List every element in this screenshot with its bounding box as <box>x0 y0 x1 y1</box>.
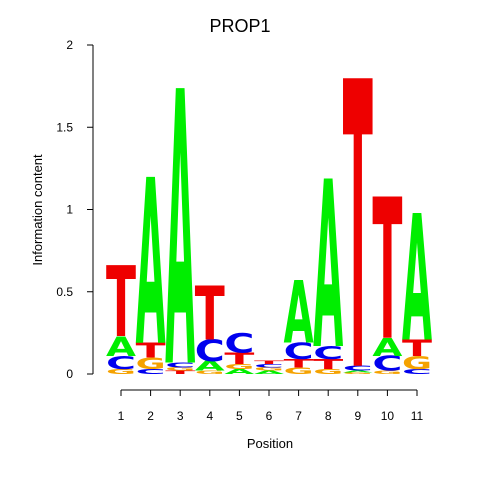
logo-letter-t: T <box>136 339 167 363</box>
logo-letter-c: C <box>136 368 166 376</box>
logo-letter-g: G <box>254 367 284 372</box>
logo-letter-c: C <box>165 361 195 369</box>
x-tick-label: 1 <box>118 409 125 423</box>
x-tick-label: 4 <box>206 409 213 423</box>
logo-letter-t: T <box>372 160 402 385</box>
logo-letter-a: A <box>313 133 343 401</box>
logo-letter-g: G <box>224 363 254 371</box>
y-axis: 0 0.5 1 1.5 2 <box>56 38 94 381</box>
logo-letter-c: C <box>254 363 284 368</box>
logo-letter-g: G <box>372 370 402 375</box>
logo-letter-g: G <box>136 354 166 372</box>
logo-letter-a: A <box>254 370 285 375</box>
y-tick-label: 2 <box>66 38 73 52</box>
logo-letter-c: C <box>224 328 254 359</box>
logo-letter-c: C <box>195 334 225 368</box>
x-tick-label: 7 <box>295 409 302 423</box>
logo-letter-g: G <box>195 370 225 375</box>
logo-letter-t: T <box>402 336 432 362</box>
logo-letter-a: A <box>224 368 255 376</box>
logo-letter-t: T <box>165 370 196 375</box>
logo-letter-a: A <box>136 131 166 397</box>
logo-letter-g: G <box>343 372 373 375</box>
logo-letter-c: C <box>284 338 314 365</box>
logo-letter-g: G <box>165 367 195 372</box>
x-tick-label: 11 <box>411 409 424 423</box>
logo-letter-a: A <box>402 178 432 381</box>
logo-letter-c: C <box>372 352 402 376</box>
logo-letter-c: C <box>343 364 373 372</box>
logo-letter-t: T <box>284 357 314 370</box>
y-tick-label: 0.5 <box>56 285 73 299</box>
logo-letter-c: C <box>313 343 343 364</box>
logo-letter-g: G <box>284 366 314 376</box>
logo-letter-a: A <box>372 333 402 362</box>
logo-letter-a: A <box>343 370 374 373</box>
logo-letter-a: A <box>106 331 136 363</box>
logo-letter-t: T <box>343 2 373 460</box>
y-tick-label: 1.5 <box>56 120 73 134</box>
logo-letter-g: G <box>313 368 343 376</box>
y-axis-title: Information content <box>30 154 45 266</box>
logo-letter-c: C <box>106 353 136 374</box>
x-tick-label: 2 <box>147 409 154 423</box>
x-tick-label: 10 <box>381 409 395 423</box>
chart-title: PROP1 <box>209 16 270 36</box>
logo-letter-a: A <box>165 15 195 453</box>
x-tick-label: 9 <box>354 409 361 423</box>
x-axis-title: Position <box>247 436 293 451</box>
logo-letter-t: T <box>224 349 255 368</box>
logo-letter-t: T <box>313 357 343 373</box>
y-tick-label: 0 <box>66 367 73 381</box>
logo-letter-t: T <box>195 271 225 357</box>
x-tick-label: 3 <box>177 409 184 423</box>
y-tick-label: 1 <box>66 203 73 217</box>
logo-letter-t: T <box>254 360 285 365</box>
x-axis: 1 2 3 4 5 6 7 8 9 10 11 <box>118 389 424 423</box>
logo-letter-a: A <box>284 263 314 363</box>
logo-letter-a: A <box>195 358 226 374</box>
x-tick-label: 5 <box>236 409 243 423</box>
logo-letter-g: G <box>106 368 136 376</box>
x-tick-label: 6 <box>266 409 273 423</box>
logo-letter-t: T <box>106 246 136 359</box>
logo-letter-g: G <box>402 352 432 373</box>
x-tick-label: 8 <box>325 409 332 423</box>
logo-letter-c: C <box>402 368 432 376</box>
